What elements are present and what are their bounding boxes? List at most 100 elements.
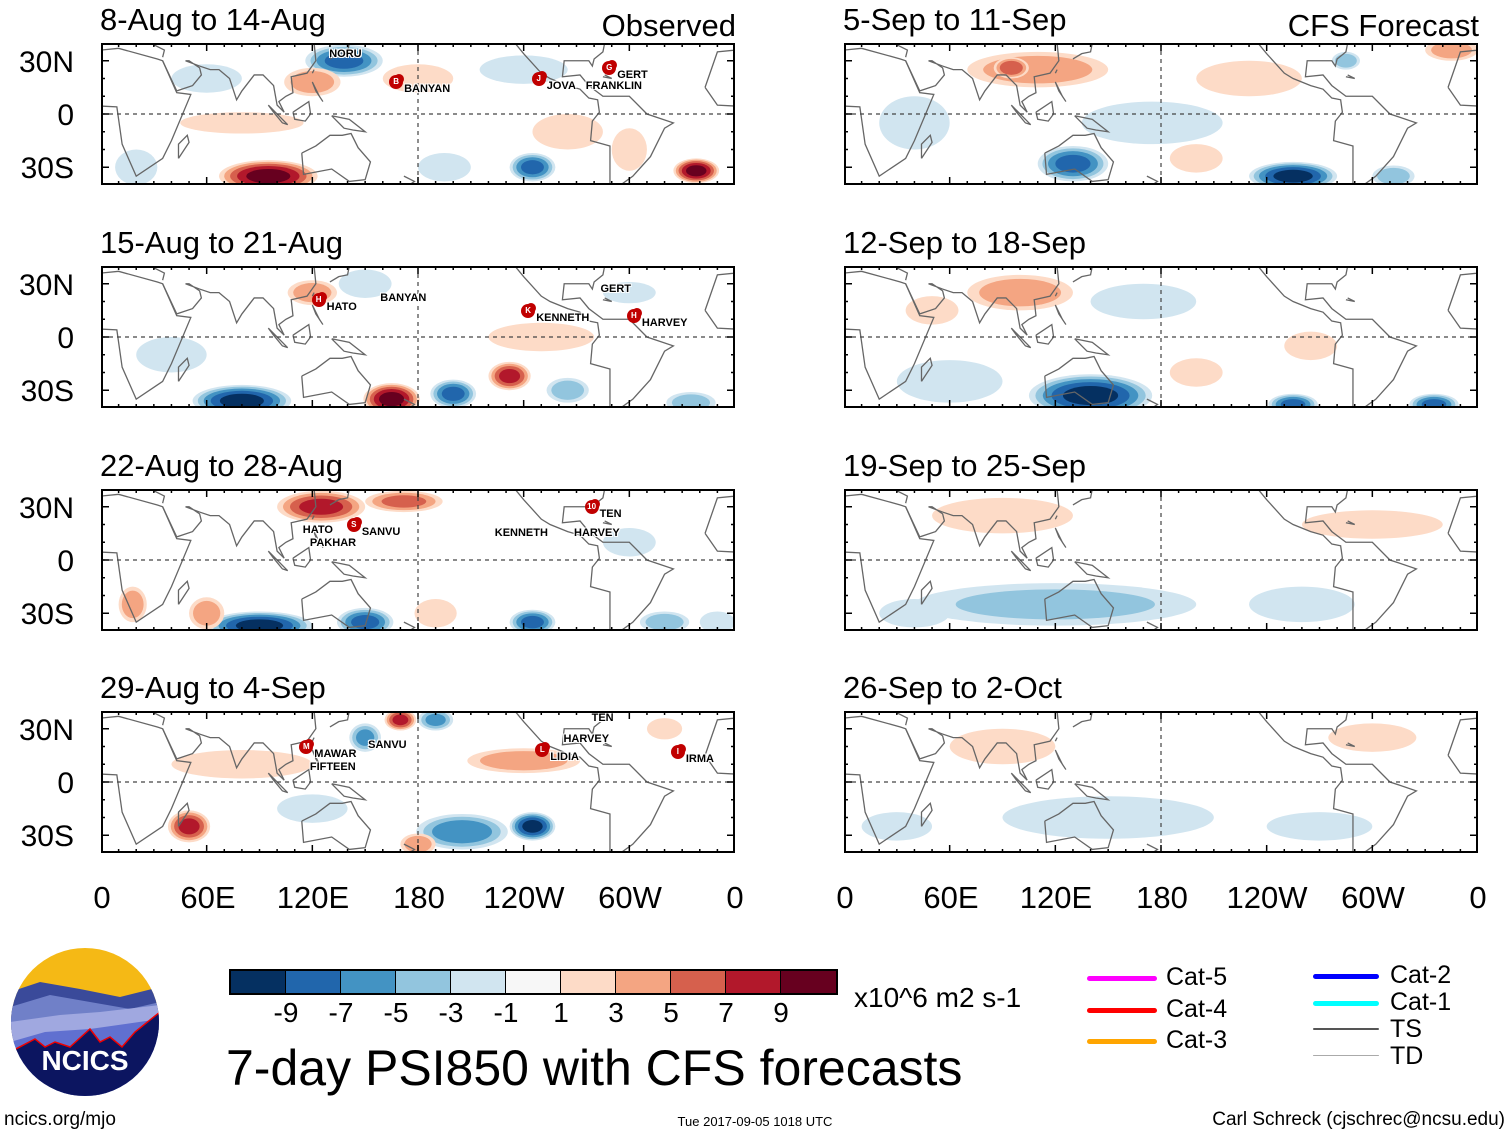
coastline: [311, 515, 315, 520]
coastline: [704, 49, 733, 107]
storm-label: MMAWAR: [299, 739, 356, 759]
coastline: [1447, 49, 1476, 107]
coastline: [292, 100, 312, 122]
legend-label: Cat-4: [1166, 995, 1228, 1023]
anomaly-contour: [611, 128, 647, 171]
storm-name: LIDIA: [550, 751, 579, 764]
colorbar-swatch: [616, 971, 671, 993]
anomaly-contour: [522, 820, 543, 833]
coastline: [1072, 713, 1093, 728]
coastline: [103, 493, 192, 624]
coastline: [292, 323, 312, 345]
coastline: [1010, 327, 1032, 349]
coastline: [1345, 520, 1356, 526]
anomaly-contour: [121, 590, 144, 619]
coastline: [1054, 527, 1067, 548]
coastline: [561, 268, 675, 406]
storm-name: HARVEY: [563, 733, 610, 746]
anomaly-contour: [499, 368, 521, 384]
anomaly-contour: [378, 391, 405, 406]
coastline: [561, 713, 675, 851]
anomaly-contour: [1273, 169, 1313, 183]
anomaly-contour: [1421, 399, 1447, 406]
coastline: [602, 520, 613, 526]
storm-name: IRMA: [685, 752, 714, 765]
colorbar-tick-label: 7: [718, 997, 734, 1028]
map-panel: MMAWAR FIFTEEN SANVU TEN HARVEY LLIDIA IIRMA: [101, 711, 735, 853]
coastline: [1010, 104, 1032, 126]
coastline: [895, 713, 909, 726]
storm-label: GGERT: [602, 61, 648, 80]
coastline: [1054, 304, 1067, 325]
y-tick-label: 30S: [20, 375, 74, 409]
coastline: [162, 268, 317, 336]
forecast-label: CFS Forecast: [1287, 8, 1479, 43]
storm-name: GERT: [600, 283, 631, 296]
anomaly-contour: [1055, 154, 1091, 173]
storm-name: HARVEY: [574, 527, 620, 540]
legend-label: TS: [1390, 1015, 1422, 1043]
coastline: [331, 561, 368, 579]
x-tick-label: 60E: [923, 880, 979, 915]
storm-name: FIFTEEN: [309, 760, 356, 773]
storm-label: KENNETH: [495, 528, 548, 539]
colorbar-swatch: [396, 971, 451, 993]
storm-label: HHATO: [311, 292, 357, 312]
hurricane-icon: K: [521, 303, 536, 318]
coastline: [846, 493, 935, 624]
x-tick-label: 120E: [1019, 880, 1093, 915]
colorbar-swatch: [781, 971, 836, 993]
coastline: [403, 843, 416, 851]
coastline: [1258, 45, 1354, 183]
y-tick-label: 30S: [20, 598, 74, 632]
anomaly-contour: [193, 600, 221, 626]
coastline: [329, 491, 350, 506]
coastline: [895, 491, 909, 504]
coastline: [1146, 398, 1159, 406]
anomaly-contour: [277, 794, 348, 823]
storm-name: PAKHAR: [309, 536, 357, 549]
coastline: [1035, 323, 1055, 345]
anomaly-contour: [879, 96, 950, 150]
coastline: [1010, 550, 1032, 572]
coastline: [704, 495, 733, 553]
anomaly-contour: [979, 278, 1062, 307]
anomaly-contour: [551, 380, 585, 400]
anomaly-contour: [1249, 586, 1355, 623]
coastline: [1035, 100, 1055, 122]
anomaly-contour: [1081, 101, 1223, 145]
storm-label: HARVEY: [574, 528, 620, 539]
anomaly-contour: [1301, 510, 1443, 539]
y-tick-label: 30N: [18, 713, 74, 747]
coastline: [1054, 737, 1058, 742]
coastline: [515, 713, 611, 851]
storm-label: TEN: [592, 713, 614, 724]
storm-name: FRANKLIN: [585, 79, 642, 92]
coastline: [267, 327, 289, 349]
coastline: [895, 45, 909, 58]
coastline: [292, 546, 312, 568]
storm-label: HHARVEY: [626, 308, 688, 328]
coastline: [1447, 495, 1476, 553]
coastline: [267, 550, 289, 572]
anomaly-contour: [356, 729, 375, 746]
url-link[interactable]: ncics.org/mjo: [4, 1109, 116, 1130]
anomaly-contour: [1335, 53, 1357, 68]
legend-swatch: [1313, 1028, 1379, 1030]
storm-label: NORU: [329, 48, 361, 60]
anomaly-contour: [441, 386, 465, 401]
coastline: [1304, 491, 1418, 629]
x-tick-label: 120E: [276, 880, 350, 915]
anomaly-contour: [955, 589, 1155, 620]
coastline: [1044, 800, 1115, 851]
y-tick-label: 0: [57, 767, 74, 800]
storm-label: SANVU: [368, 739, 407, 751]
x-tick-label: 60W: [598, 880, 662, 915]
storm-label: HARVEY: [563, 734, 609, 745]
anomaly-contour: [999, 60, 1023, 75]
coastline: [1044, 355, 1115, 406]
storm-name: KENNETH: [494, 527, 548, 540]
anomaly-contour: [351, 615, 380, 629]
storm-label: HATO: [303, 524, 333, 536]
anomaly-contour: [949, 728, 1056, 765]
